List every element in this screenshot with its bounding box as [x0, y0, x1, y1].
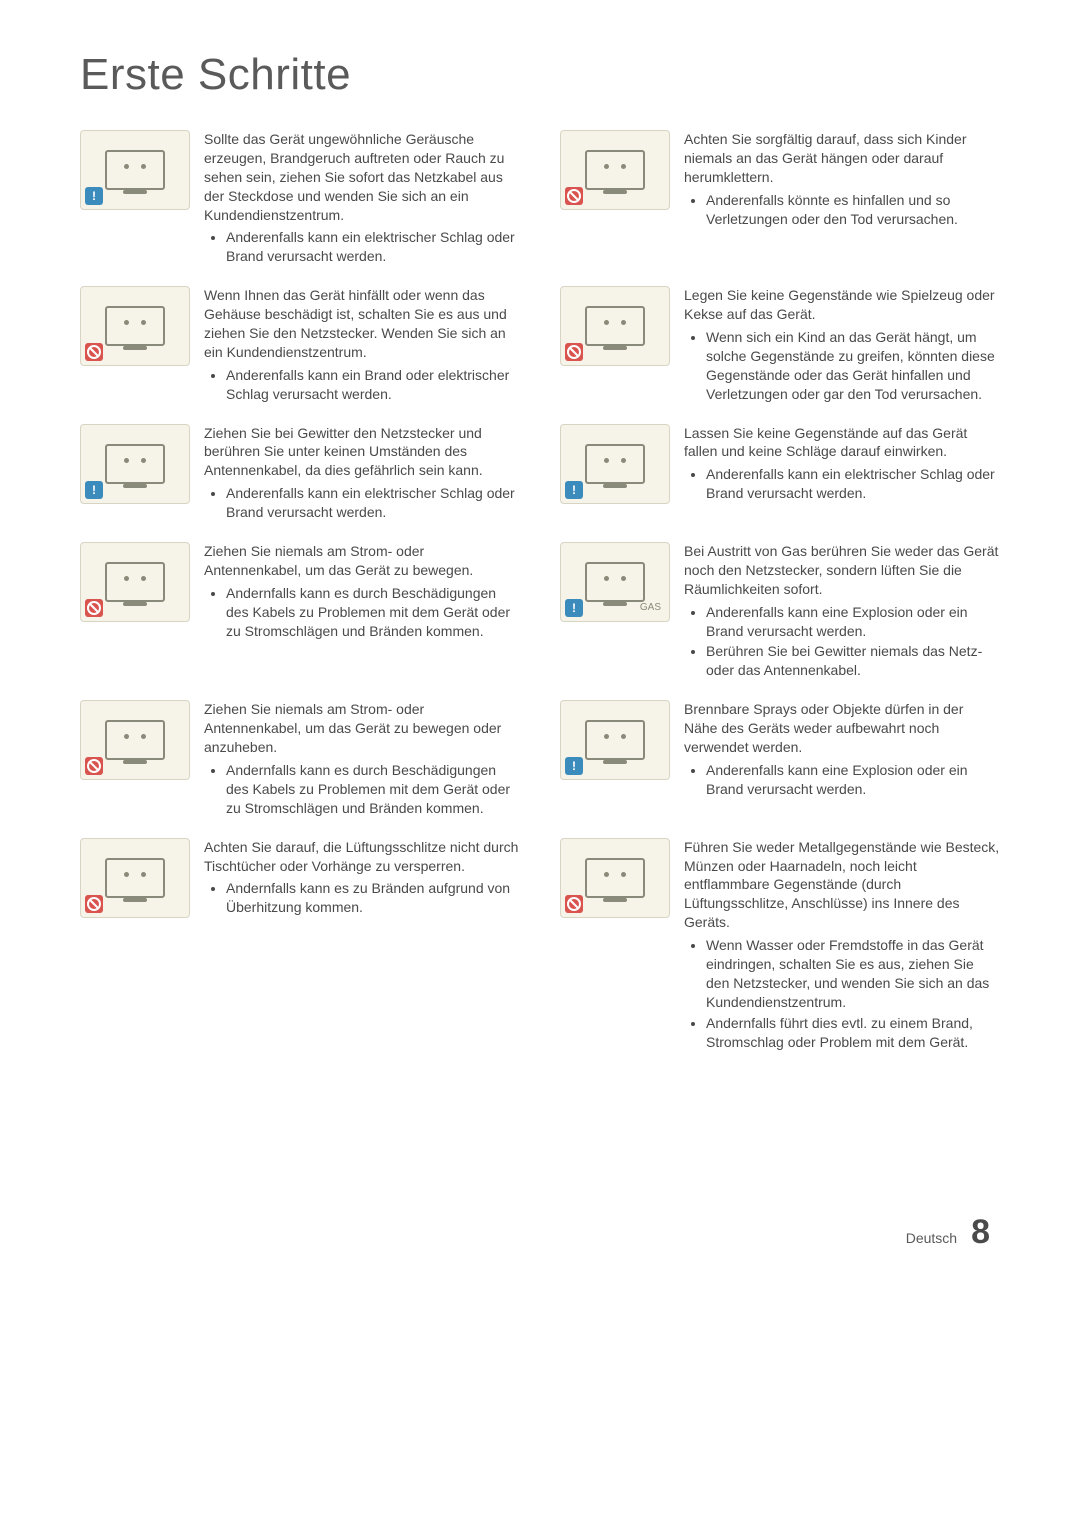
safety-item: Achten Sie darauf, die Lüftungsschlitze … — [80, 838, 520, 1054]
bullet: Andernfalls kann es durch Beschädigungen… — [226, 584, 520, 641]
illustration-box — [80, 130, 190, 210]
lead-text: Führen Sie weder Metallgegenstände wie B… — [684, 838, 1000, 932]
illustration-block-vents — [80, 838, 190, 918]
prohibit-icon — [565, 343, 583, 361]
illustration-insert-metal — [560, 838, 670, 918]
lead-text: Sollte das Gerät ungewöhnliche Geräusche… — [204, 130, 520, 224]
illustration-thunderstorm — [80, 424, 190, 504]
info-icon — [85, 187, 103, 205]
safety-text: Achten Sie darauf, die Lüftungsschlitze … — [204, 838, 520, 920]
bullet: Berühren Sie bei Gewitter niemals das Ne… — [706, 642, 1000, 680]
prohibit-icon — [565, 187, 583, 205]
illustration-unplug-smoke — [80, 130, 190, 210]
bullet: Anderenfalls kann eine Explosion oder ei… — [706, 761, 1000, 799]
safety-text: Achten Sie sorgfältig darauf, dass sich … — [684, 130, 1000, 230]
illustration-box — [80, 700, 190, 780]
lead-text: Bei Austritt von Gas berühren Sie weder … — [684, 542, 1000, 599]
safety-text: Ziehen Sie niemals am Strom- oder Antenn… — [204, 542, 520, 642]
safety-grid: Sollte das Gerät ungewöhnliche Geräusche… — [80, 130, 1000, 1053]
illustration-child-climb — [560, 130, 670, 210]
bullet: Wenn Wasser oder Fremdstoffe in das Gerä… — [706, 936, 1000, 1012]
page-number: 8 — [971, 1213, 990, 1252]
illustration-box: GAS — [560, 542, 670, 622]
lead-text: Lassen Sie keine Gegenstände auf das Ger… — [684, 424, 1000, 462]
illustration-pull-cable-lift — [80, 700, 190, 780]
safety-text: Wenn Ihnen das Gerät hinfällt oder wenn … — [204, 286, 520, 405]
safety-text: Sollte das Gerät ungewöhnliche Geräusche… — [204, 130, 520, 268]
safety-text: Führen Sie weder Metallgegenstände wie B… — [684, 838, 1000, 1054]
prohibit-icon — [85, 343, 103, 361]
bullet: Andernfalls kann es zu Bränden aufgrund … — [226, 879, 520, 917]
prohibit-icon — [85, 895, 103, 913]
bullet: Anderenfalls kann eine Explosion oder ei… — [706, 603, 1000, 641]
illustration-box — [80, 838, 190, 918]
illustration-box — [80, 424, 190, 504]
safety-item: Wenn Ihnen das Gerät hinfällt oder wenn … — [80, 286, 520, 405]
prohibit-icon — [85, 757, 103, 775]
safety-text: Legen Sie keine Gegenstände wie Spielzeu… — [684, 286, 1000, 405]
lead-text: Ziehen Sie niemals am Strom- oder Antenn… — [204, 700, 520, 757]
bullet: Anderenfalls kann ein Brand oder elektri… — [226, 366, 520, 404]
bullet: Anderenfalls könnte es hinfallen und so … — [706, 191, 1000, 229]
safety-item: Sollte das Gerät ungewöhnliche Geräusche… — [80, 130, 520, 268]
safety-text: Ziehen Sie niemals am Strom- oder Antenn… — [204, 700, 520, 819]
illustration-box — [560, 286, 670, 366]
safety-text: Brennbare Sprays oder Objekte dürfen in … — [684, 700, 1000, 800]
safety-text: Lassen Sie keine Gegenstände auf das Ger… — [684, 424, 1000, 506]
safety-text: Ziehen Sie bei Gewitter den Netzstecker … — [204, 424, 520, 524]
safety-text: Bei Austritt von Gas berühren Sie weder … — [684, 542, 1000, 682]
lead-text: Ziehen Sie bei Gewitter den Netzstecker … — [204, 424, 520, 481]
lead-text: Wenn Ihnen das Gerät hinfällt oder wenn … — [204, 286, 520, 362]
info-icon — [85, 481, 103, 499]
safety-item: Ziehen Sie bei Gewitter den Netzstecker … — [80, 424, 520, 524]
footer-language: Deutsch — [906, 1230, 957, 1246]
lead-text: Brennbare Sprays oder Objekte dürfen in … — [684, 700, 1000, 757]
info-icon — [565, 481, 583, 499]
info-icon — [565, 757, 583, 775]
page-title: Erste Schritte — [80, 50, 1000, 100]
bullet: Wenn sich ein Kind an das Gerät hängt, u… — [706, 328, 1000, 404]
illustration-box — [560, 130, 670, 210]
safety-item: Ziehen Sie niemals am Strom- oder Antenn… — [80, 542, 520, 682]
prohibit-icon — [85, 599, 103, 617]
illustration-box — [560, 424, 670, 504]
safety-item: Brennbare Sprays oder Objekte dürfen in … — [560, 700, 1000, 819]
bullet: Anderenfalls kann ein elektrischer Schla… — [226, 484, 520, 522]
illustration-box — [80, 542, 190, 622]
lead-text: Achten Sie darauf, die Lüftungsschlitze … — [204, 838, 520, 876]
illustration-box — [560, 700, 670, 780]
safety-item: Legen Sie keine Gegenstände wie Spielzeu… — [560, 286, 1000, 405]
illustration-gas-leak: GAS — [560, 542, 670, 622]
safety-item: Ziehen Sie niemals am Strom- oder Antenn… — [80, 700, 520, 819]
info-icon — [565, 599, 583, 617]
illustration-box — [80, 286, 190, 366]
bullet: Andernfalls kann es durch Beschädigungen… — [226, 761, 520, 818]
lead-text: Achten Sie sorgfältig darauf, dass sich … — [684, 130, 1000, 187]
safety-item: GAS Bei Austritt von Gas berühren Sie we… — [560, 542, 1000, 682]
bullet: Anderenfalls kann ein elektrischer Schla… — [706, 465, 1000, 503]
safety-item: Achten Sie sorgfältig darauf, dass sich … — [560, 130, 1000, 268]
lead-text: Legen Sie keine Gegenstände wie Spielzeu… — [684, 286, 1000, 324]
illustration-damaged-case — [80, 286, 190, 366]
safety-item: Lassen Sie keine Gegenstände auf das Ger… — [560, 424, 1000, 524]
safety-item: Führen Sie weder Metallgegenstände wie B… — [560, 838, 1000, 1054]
lead-text: Ziehen Sie niemals am Strom- oder Antenn… — [204, 542, 520, 580]
bullet: Anderenfalls kann ein elektrischer Schla… — [226, 228, 520, 266]
prohibit-icon — [565, 895, 583, 913]
illustration-pull-cable-move — [80, 542, 190, 622]
bullet: Andernfalls führt dies evtl. zu einem Br… — [706, 1014, 1000, 1052]
illustration-toys-on-top — [560, 286, 670, 366]
illustration-impact — [560, 424, 670, 504]
illustration-box — [560, 838, 670, 918]
page-footer: Deutsch 8 — [80, 1213, 1000, 1252]
illustration-flammable-spray — [560, 700, 670, 780]
